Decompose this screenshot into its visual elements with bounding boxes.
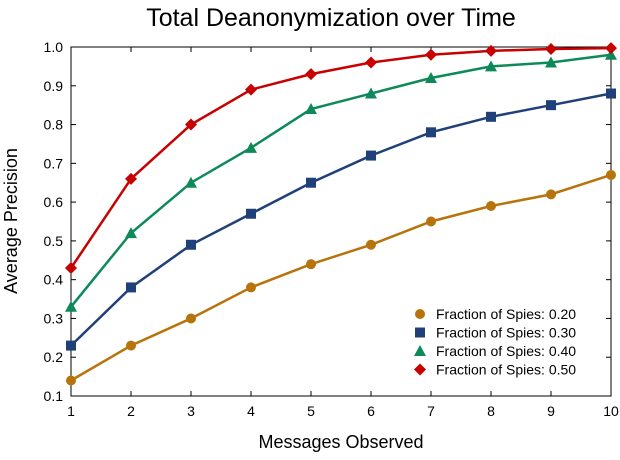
chart-title: Total Deanonymization over Time: [146, 4, 516, 32]
x-tick-label: 1: [67, 403, 75, 419]
data-point: [546, 189, 556, 200]
data-point: [126, 282, 136, 293]
triangle-marker-icon: [414, 345, 426, 356]
data-point: [485, 60, 497, 72]
legend-item: Fraction of Spies: 0.40: [414, 343, 576, 359]
x-tick-label: 5: [307, 403, 315, 419]
legend-item: Fraction of Spies: 0.20: [415, 306, 576, 322]
legend-item: Fraction of Spies: 0.30: [415, 325, 576, 341]
legend-label: Fraction of Spies: 0.40: [436, 343, 576, 359]
data-point: [546, 100, 556, 111]
legend-label: Fraction of Spies: 0.50: [436, 362, 576, 378]
legend-label: Fraction of Spies: 0.30: [436, 325, 576, 341]
series-3: [65, 48, 617, 312]
y-tick-label: 0.9: [44, 78, 64, 94]
y-tick-label: 0.7: [44, 155, 64, 171]
x-tick-label: 9: [547, 403, 555, 419]
data-point: [485, 44, 497, 57]
series-2: [66, 88, 616, 351]
series-line: [70, 53, 612, 308]
data-point: [186, 239, 196, 250]
y-tick-label: 0.2: [44, 349, 64, 365]
diamond-marker-icon: [414, 363, 426, 376]
x-tick-label: 10: [603, 403, 619, 419]
data-point: [365, 87, 377, 99]
data-point: [425, 48, 437, 61]
y-tick-label: 0.1: [44, 388, 64, 404]
data-point: [426, 216, 436, 227]
data-point: [66, 375, 76, 386]
series-4: [65, 42, 617, 275]
y-tick-label: 0.3: [44, 310, 64, 326]
data-point: [186, 313, 196, 324]
data-point: [246, 208, 256, 219]
series-1: [66, 169, 616, 386]
data-point: [425, 72, 437, 84]
y-tick-label: 0.5: [44, 233, 64, 249]
legend-label: Fraction of Spies: 0.20: [436, 306, 576, 322]
legend: Fraction of Spies: 0.20 Fraction of Spies…: [414, 306, 576, 378]
data-point: [366, 150, 376, 161]
data-point: [306, 177, 316, 188]
data-point: [245, 83, 257, 96]
data-point: [545, 42, 557, 55]
data-point: [426, 127, 436, 138]
data-point: [366, 239, 376, 250]
square-marker-icon: [415, 327, 425, 338]
x-tick-label: 8: [487, 403, 495, 419]
data-point: [486, 111, 496, 122]
data-point: [185, 118, 197, 131]
y-tick-label: 1.0: [44, 39, 64, 55]
data-point: [486, 200, 496, 211]
data-point: [65, 300, 77, 312]
data-point: [306, 259, 316, 270]
legend-item: Fraction of Spies: 0.50: [414, 362, 576, 378]
x-tick-label: 2: [127, 403, 135, 419]
series-line: [70, 92, 612, 347]
data-point: [245, 141, 257, 153]
circle-marker-icon: [415, 309, 425, 319]
x-tick-label: 6: [367, 403, 375, 419]
data-point: [606, 169, 616, 180]
series-line: [69, 46, 612, 269]
data-point: [305, 68, 317, 81]
y-axis-label: Average Precision: [1, 148, 21, 294]
data-point: [65, 262, 77, 275]
data-point: [126, 340, 136, 351]
y-tick-label: 0.8: [44, 117, 64, 133]
data-point: [605, 48, 617, 60]
data-point: [545, 56, 557, 68]
data-point: [246, 282, 256, 293]
data-point: [605, 42, 617, 55]
data-point: [606, 88, 616, 99]
x-tick-label: 3: [187, 403, 195, 419]
y-tick-label: 0.4: [44, 272, 64, 288]
x-tick-label: 4: [247, 403, 255, 419]
x-axis-label: Messages Observed: [258, 432, 423, 452]
data-point: [125, 227, 137, 239]
plot-area: [70, 46, 612, 397]
series-line: [70, 173, 612, 382]
data-point: [66, 340, 76, 351]
data-point: [365, 56, 377, 69]
x-tick-label: 7: [427, 403, 435, 419]
data-point: [125, 172, 137, 185]
data-point: [305, 103, 317, 115]
y-tick-label: 0.6: [44, 194, 64, 210]
data-point: [185, 176, 197, 188]
